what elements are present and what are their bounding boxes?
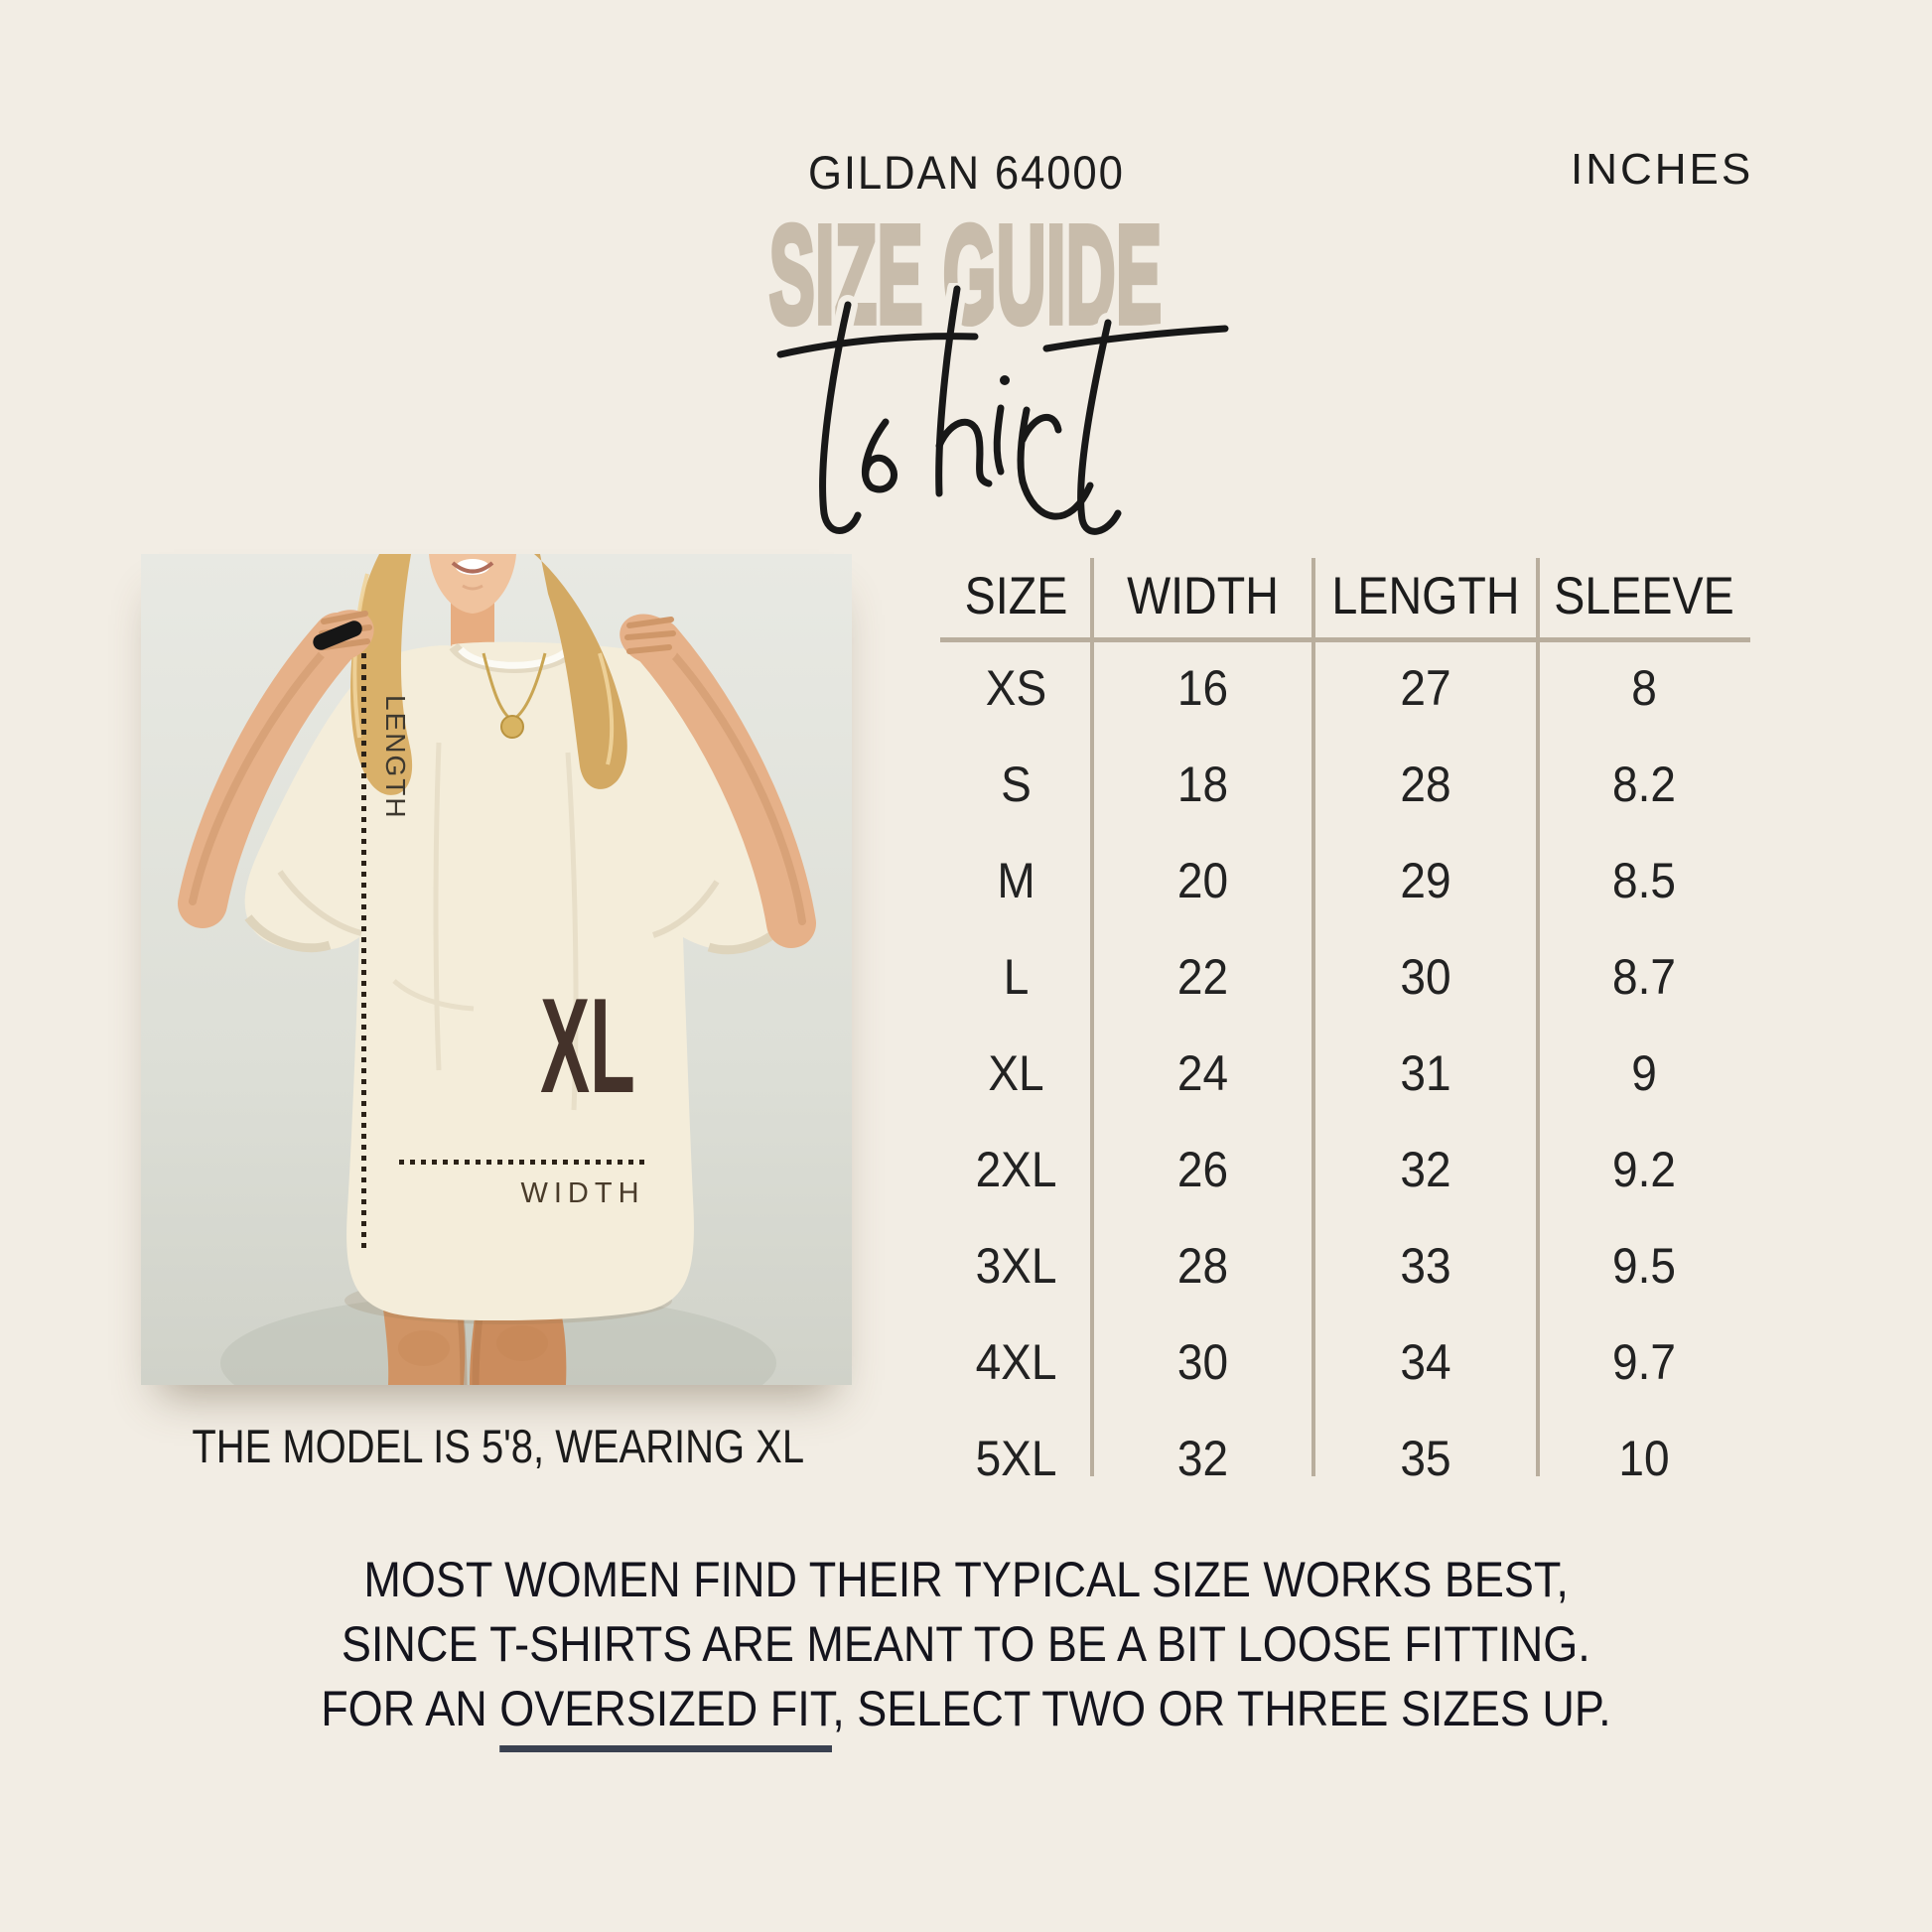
page-title-text: SIZE GUIDE [767,196,1164,352]
table-cell: 10 [1618,1430,1670,1486]
table-cell: 16 [1176,659,1229,716]
brand-name: GILDAN 64000 [0,149,1932,196]
photo-caption-text: THE MODEL IS 5'8, WEARING XL [192,1420,805,1472]
model-illustration [141,554,852,1385]
table-cell: 20 [1176,852,1229,908]
table-cell: 9 [1631,1044,1657,1101]
table-cell: 8 [1631,659,1657,716]
table-cell: 22 [1176,948,1229,1005]
page-title: SIZE GUIDE [0,202,1932,346]
note-line-2: SINCE T-SHIRTS ARE MEANT TO BE A BIT LOO… [342,1616,1590,1672]
table-cell: 5XL [975,1430,1057,1486]
model-arms [178,610,816,948]
table-cell: 2XL [975,1141,1057,1197]
table-cell: 31 [1400,1044,1451,1101]
col-header-size: SIZE [964,566,1068,625]
table-cell: M [997,852,1035,908]
table-cell: 24 [1176,1044,1229,1101]
table-cell: 8.5 [1612,852,1676,908]
table-cell: 30 [1176,1333,1229,1390]
width-label: WIDTH [520,1177,645,1209]
width-measure-line [399,1160,647,1165]
model-face [429,554,516,614]
table-cell: 18 [1176,756,1229,812]
table-cell: 3XL [975,1237,1057,1294]
model-photo: LENGTH XL WIDTH [141,554,852,1385]
table-cell: 32 [1176,1430,1229,1486]
hair-clip [313,621,362,650]
units-label: INCHES [1571,145,1754,194]
table-cell: 9.5 [1612,1237,1676,1294]
table-cell: 32 [1400,1141,1451,1197]
length-measure-line [361,653,366,1249]
note-line-3-suffix: , SELECT TWO OR THREE SIZES UP. [832,1681,1611,1736]
table-divider [1090,558,1094,1476]
brand-name-text: GILDAN 64000 [807,146,1125,199]
script-strokes [776,285,1229,535]
table-cell: S [1001,756,1032,812]
table-cell: 30 [1400,948,1451,1005]
table-cell: 9.2 [1612,1141,1676,1197]
table-header-rule [940,637,1750,642]
table-cell: 34 [1400,1333,1451,1390]
script-subtitle-art [770,283,1235,542]
oversized-fit-underlined: OVERSIZED FIT [499,1681,833,1752]
shirt-size-label-text: XL [540,970,635,1121]
note-line-3: FOR AN OVERSIZED FIT, SELECT TWO OR THRE… [0,1677,1932,1752]
table-cell: 8.2 [1612,756,1676,812]
table-cell: 9.7 [1612,1333,1676,1390]
note-line-1: MOST WOMEN FIND THEIR TYPICAL SIZE WORKS… [363,1552,1569,1607]
col-header-length: LENGTH [1331,566,1520,625]
col-header-sleeve: SLEEVE [1554,566,1734,625]
length-label: LENGTH [380,695,411,820]
table-cell: L [1003,948,1030,1005]
table-cell: 28 [1400,756,1451,812]
photo-caption: THE MODEL IS 5'8, WEARING XL [101,1419,896,1474]
shirt-size-label: XL [501,978,674,1113]
col-header-width: WIDTH [1127,566,1279,625]
table-cell: XL [988,1044,1044,1101]
note-line-3-prefix: FOR AN [321,1681,500,1736]
table-cell: 27 [1400,659,1451,716]
table-cell: 29 [1400,852,1451,908]
sizing-note: MOST WOMEN FIND THEIR TYPICAL SIZE WORKS… [0,1548,1932,1752]
size-table: SIZE WIDTH LENGTH SLEEVE XS 16 27 8 S 18… [940,552,1750,1506]
table-cell: XS [985,659,1047,716]
table-cell: 28 [1176,1237,1229,1294]
table-cell: 4XL [975,1333,1057,1390]
table-divider [1536,558,1540,1476]
model-necklace [482,652,547,739]
table-cell: 26 [1176,1141,1229,1197]
table-cell: 8.7 [1612,948,1676,1005]
table-cell: 33 [1400,1237,1451,1294]
table-divider [1311,558,1315,1476]
table-cell: 35 [1400,1430,1451,1486]
